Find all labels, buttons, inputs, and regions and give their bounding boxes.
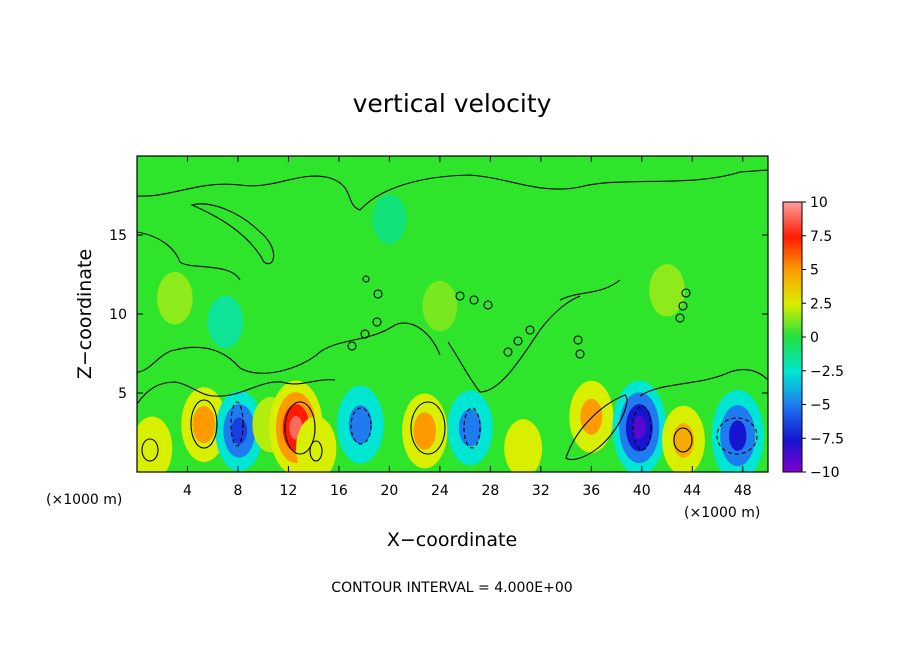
x-tick-label: 28 — [481, 483, 499, 499]
y-tick-label: 15 — [109, 228, 127, 244]
velocity-feature-13-level-2 — [728, 420, 747, 451]
velocity-feature-11-level-3 — [632, 415, 646, 440]
contour-lines — [137, 169, 768, 462]
velocity-feature-2-level-2 — [231, 417, 248, 445]
velocity-feature-14-level-0 — [157, 272, 193, 325]
contour-interval-note: CONTOUR INTERVAL = 4.000E+00 — [331, 580, 572, 596]
colorbar: 10 7.5 5 2.5 0 −2.5 −5 −7.5 −10 — [782, 195, 844, 481]
x-tick-label: 8 — [233, 483, 242, 499]
velocity-feature-15-level-0 — [207, 295, 244, 349]
colorbar-tick-label: 10 — [810, 195, 828, 211]
x-tick-label: 4 — [183, 483, 192, 499]
plot-area — [137, 156, 768, 472]
x-tick-label: 12 — [280, 483, 298, 499]
velocity-feature-10-level-1 — [580, 398, 603, 435]
velocity-feature-9-level-0 — [504, 419, 543, 472]
x-unit-left: (×1000 m) — [46, 492, 122, 508]
velocity-feature-6-level-1 — [348, 405, 372, 444]
x-axis: 4 8 12 16 20 24 28 32 36 40 44 48 — [183, 156, 752, 499]
velocity-feature-17-level-0 — [649, 264, 685, 317]
y-tick-label: 10 — [109, 307, 127, 323]
x-tick-label: 44 — [683, 483, 701, 499]
colorbar-tick-label: 2.5 — [810, 296, 832, 312]
colorbar-tick-label: 5 — [810, 263, 819, 279]
y-axis-label: Z−coordinate — [74, 249, 96, 379]
x-tick-label: 48 — [734, 483, 752, 499]
x-tick-label: 32 — [532, 483, 550, 499]
x-tick-label: 20 — [380, 483, 398, 499]
y-axis: 5 10 15 — [109, 228, 768, 402]
colorbar-tick-label: −2.5 — [810, 364, 844, 380]
velocity-feature-16-level-0 — [422, 280, 458, 332]
velocity-feature-0-level-0 — [137, 416, 173, 472]
colorbar-tick-label: −10 — [810, 465, 840, 481]
velocity-feature-7-level-1 — [413, 412, 437, 450]
colorbar-tick-label: 7.5 — [810, 229, 832, 245]
x-tick-label: 36 — [582, 483, 600, 499]
x-tick-label: 40 — [633, 483, 651, 499]
velocity-feature-5-level-0 — [296, 416, 337, 472]
colorbar-tick-label: −5 — [810, 398, 831, 414]
colorbar-gradient — [782, 201, 803, 473]
x-unit-right: (×1000 m) — [684, 505, 760, 521]
chart-title: vertical velocity — [353, 89, 552, 118]
x-tick-label: 16 — [330, 483, 348, 499]
colorbar-tick-label: −7.5 — [810, 431, 844, 447]
velocity-feature-18-level-0 — [372, 194, 407, 244]
x-axis-label: X−coordinate — [387, 529, 517, 551]
colorbar-tick-label: 0 — [810, 330, 819, 346]
velocity-feature-1-level-1 — [192, 405, 216, 444]
x-tick-label: 24 — [431, 483, 449, 499]
y-tick-label: 5 — [118, 386, 127, 402]
